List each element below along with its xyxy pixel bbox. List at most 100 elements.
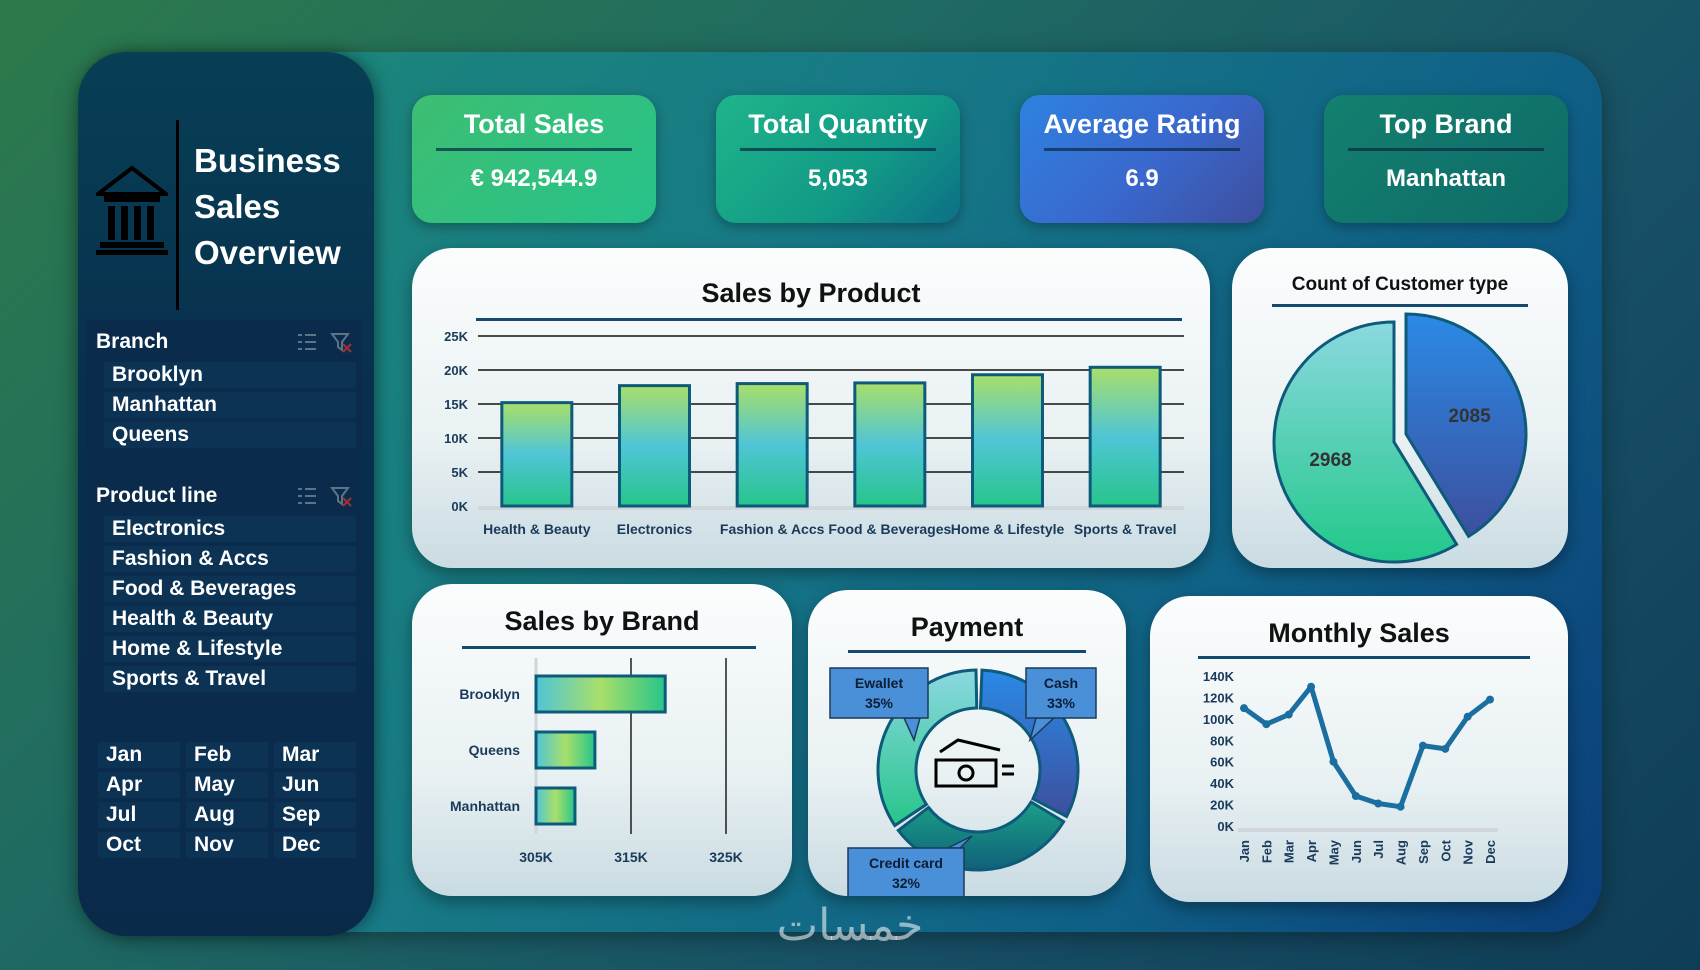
slicer-item-sports[interactable]: Sports & Travel <box>104 666 356 692</box>
series-line <box>1242 684 1492 810</box>
monthly-sales-card: Monthly Sales 0K 20K 40K 60K 80K 100K 120K 140K… <box>1150 596 1568 902</box>
bar <box>735 382 809 508</box>
slicer-item-electronics[interactable]: Electronics <box>104 516 356 542</box>
sales-by-product-card: Sales by Product 0K 5K 10K 15K 20K 25K Health … <box>412 248 1210 568</box>
y-tick-label: 15K <box>444 397 468 412</box>
data-label: 2968 <box>1309 450 1351 471</box>
x-tick-label: Fashion & Accs <box>720 521 825 537</box>
month-feb[interactable]: Feb <box>186 742 268 768</box>
x-tick-label: Dec <box>1483 840 1498 864</box>
data-point <box>1351 792 1360 800</box>
x-tick-label: Sep <box>1416 840 1431 864</box>
app-title: Business Sales Overview <box>194 138 364 276</box>
kpi-total-quantity: Total Quantity 5,053 <box>716 95 960 223</box>
data-point <box>1329 757 1338 766</box>
month-mar[interactable]: Mar <box>274 742 356 768</box>
kpi-value: 6.9 <box>1125 165 1159 192</box>
clear-filter-icon[interactable] <box>330 331 352 353</box>
clear-filter-icon[interactable] <box>330 485 352 507</box>
slicer-item-brooklyn[interactable]: Brooklyn <box>104 362 356 388</box>
bar <box>853 381 927 508</box>
monthly-sales-chart: 0K 20K 40K 60K 80K 100K 120K 140K Jan Feb Mar Apr Ma… <box>1203 669 1498 865</box>
logo-divider <box>176 120 179 310</box>
month-nov[interactable]: Nov <box>186 832 268 858</box>
bar <box>534 786 577 826</box>
slicer-item-home[interactable]: Home & Lifestyle <box>104 636 356 662</box>
month-apr[interactable]: Apr <box>98 772 180 798</box>
month-jul[interactable]: Jul <box>98 802 180 828</box>
y-tick-label: Queens <box>469 742 521 758</box>
bar <box>971 373 1044 508</box>
kpi-title: Total Quantity <box>748 109 928 139</box>
kpi-title: Top Brand <box>1379 109 1513 139</box>
slicer-item-queens[interactable]: Queens <box>104 422 356 448</box>
y-tick-label: 5K <box>451 465 468 480</box>
kpi-title: Average Rating <box>1043 109 1241 139</box>
data-point <box>1240 704 1248 713</box>
x-tick-label: 325K <box>709 849 742 865</box>
bar <box>1088 365 1162 508</box>
data-point <box>1374 799 1383 808</box>
y-tick-label: Manhattan <box>450 798 520 814</box>
month-dec[interactable]: Dec <box>274 832 356 858</box>
x-tick-label: Jun <box>1349 840 1364 863</box>
x-tick-label: Food & Beverages <box>828 521 951 537</box>
bar <box>534 730 597 770</box>
kpi-value: Manhattan <box>1386 165 1506 192</box>
month-jan[interactable]: Jan <box>98 742 180 768</box>
data-label: Credit card <box>869 855 943 871</box>
month-sep[interactable]: Sep <box>274 802 356 828</box>
chart-title: Count of Customer type <box>1291 274 1509 295</box>
sales-by-product-chart: 0K 5K 10K 15K 20K 25K Health & Beauty Electroni… <box>444 329 1184 537</box>
slicer-item-health[interactable]: Health & Beauty <box>104 606 356 632</box>
pie-slice <box>1272 320 1459 564</box>
bar <box>534 674 667 714</box>
data-point <box>1284 710 1293 719</box>
x-tick-label: Jul <box>1371 840 1386 859</box>
kpi-value: 5,053 <box>807 165 869 192</box>
kpi-top-brand: Top Brand Manhattan <box>1324 95 1568 223</box>
data-label: 2085 <box>1448 406 1491 427</box>
x-tick-label: Home & Lifestyle <box>951 521 1065 537</box>
chart-title: Monthly Sales <box>1268 618 1450 648</box>
app-title-line-1: Business <box>194 142 341 179</box>
x-tick-label: Nov <box>1461 839 1476 864</box>
cash-icon <box>934 738 1014 788</box>
customer-type-chart: 2085 2968 <box>1272 312 1528 564</box>
data-label: 33% <box>1047 695 1076 711</box>
chart-title: Payment <box>910 612 1024 642</box>
data-point <box>1463 712 1472 721</box>
slicer-item-food[interactable]: Food & Beverages <box>104 576 356 602</box>
x-tick-label: Mar <box>1282 840 1297 863</box>
month-jun[interactable]: Jun <box>274 772 356 798</box>
x-tick-label: Jan <box>1237 840 1252 862</box>
chart-title: Sales by Brand <box>504 606 700 636</box>
y-tick-label: 100K <box>1203 712 1235 727</box>
kpi-title: Total Sales <box>463 109 605 139</box>
data-point <box>1441 744 1450 753</box>
data-label: Cash <box>1044 675 1078 691</box>
callout-box <box>847 847 965 896</box>
x-tick-label: Apr <box>1304 840 1319 862</box>
slicer-item-manhattan[interactable]: Manhattan <box>104 392 356 418</box>
multi-select-icon[interactable] <box>296 485 318 507</box>
y-tick-label: 0K <box>1217 819 1234 834</box>
y-tick-label: 40K <box>1210 776 1234 791</box>
bar <box>500 401 574 508</box>
month-oct[interactable]: Oct <box>98 832 180 858</box>
x-tick-label: Electronics <box>617 521 693 537</box>
data-label: 32% <box>892 875 921 891</box>
callout-box <box>829 667 929 719</box>
app-title-line-2: Sales <box>194 188 281 225</box>
kpi-value: € 942,544.9 <box>470 165 598 192</box>
month-aug[interactable]: Aug <box>186 802 268 828</box>
data-point <box>1262 720 1271 729</box>
kpi-total-sales: Total Sales € 942,544.9 <box>412 95 656 223</box>
multi-select-icon[interactable] <box>296 331 318 353</box>
data-point <box>1307 682 1316 691</box>
y-tick-label: 25K <box>444 329 468 344</box>
slicer-item-fashion[interactable]: Fashion & Accs <box>104 546 356 572</box>
data-point <box>1396 802 1405 811</box>
month-may[interactable]: May <box>186 772 268 798</box>
bank-icon <box>96 165 168 255</box>
